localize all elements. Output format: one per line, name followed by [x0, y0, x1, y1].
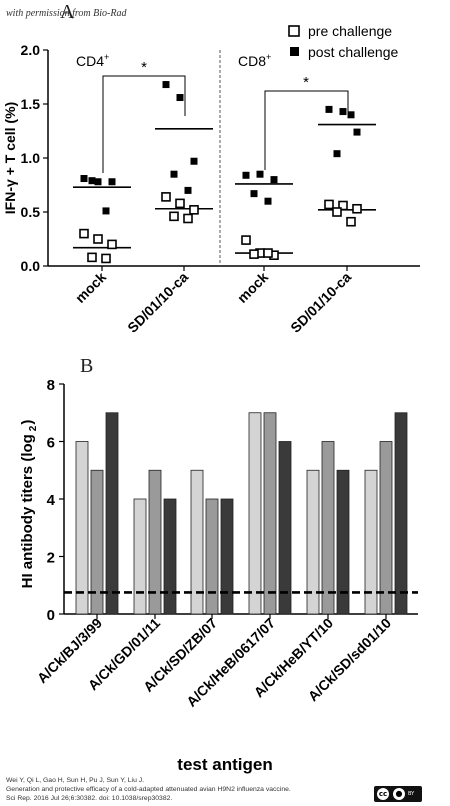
data-point-post-challenge [325, 105, 333, 113]
significance-star-cd4: * [141, 59, 147, 76]
significance-bracket-cd8 [264, 90, 349, 170]
data-point-post-challenge [270, 176, 278, 184]
bar [336, 469, 350, 615]
bar [306, 469, 320, 615]
data-point-post-challenge [250, 190, 258, 198]
bar [75, 441, 89, 615]
panel-a-x-tick-label: mock [72, 269, 109, 306]
data-point-post-challenge [94, 178, 102, 186]
citation-title: Generation and protective efficacy of a … [6, 786, 291, 793]
data-point-post-challenge [339, 108, 347, 116]
panel-b-y-tick-label: 4 [47, 492, 56, 509]
data-point-pre-challenge [101, 253, 111, 264]
legend-open-square-marker [288, 25, 300, 37]
data-point-pre-challenge [241, 235, 251, 245]
panel-a-y-axis-label: IFN-γ + T cell (%) [2, 102, 18, 214]
citation-block: Wei Y, Qi L, Gao H, Sun H, Pu J, Sun Y, … [6, 776, 291, 803]
data-point-pre-challenge [169, 211, 179, 222]
bar [105, 412, 119, 615]
bar [364, 469, 378, 615]
data-point-pre-challenge [161, 192, 171, 202]
data-point-post-challenge [264, 197, 272, 205]
panel-a-letter: A [60, 1, 75, 23]
legend-filled-square-marker [290, 47, 299, 56]
bar [133, 498, 147, 615]
panel-a-x-tick-label: SD/01/10-ca [124, 269, 191, 336]
bar [263, 412, 277, 615]
data-point-pre-challenge [87, 252, 97, 263]
data-point-post-challenge [88, 177, 96, 185]
data-point-post-challenge [176, 94, 184, 102]
panel-a-y-tick-label: 1.0 [21, 150, 41, 166]
significance-bracket-cd4 [102, 75, 186, 173]
panel-b-y-tick-label: 8 [47, 377, 55, 394]
bar [278, 441, 292, 615]
cc-icon: cc [377, 788, 389, 800]
panel-b-y-tick-label: 2 [47, 550, 55, 567]
data-point-pre-challenge [346, 216, 356, 227]
data-point-post-challenge [184, 186, 192, 194]
data-point-post-challenge [170, 170, 178, 178]
data-point-pre-challenge [324, 199, 334, 210]
panel-a-x-tick-label: SD/01/10-ca [287, 269, 354, 336]
bar [248, 412, 262, 615]
data-point-post-challenge [190, 157, 198, 165]
data-point-post-challenge [347, 111, 355, 119]
bar [379, 441, 393, 615]
data-point-pre-challenge [107, 239, 117, 250]
citation-journal: Sci Rep. 2016 Jul 26;6:30382. doi: 10.10… [6, 795, 173, 802]
legend-label-pre-challenge: pre challenge [308, 23, 392, 39]
panel-a-chart: 0.00.51.01.52.0 IFN-γ + T cell (%) CD4+ … [2, 23, 420, 336]
group-label-cd8: CD8+ [238, 52, 271, 69]
panel-a-y-tick-label: 0.5 [21, 204, 41, 220]
data-point-pre-challenge [263, 248, 273, 258]
data-point-pre-challenge [79, 228, 89, 239]
group-label-cd4: CD4+ [76, 52, 109, 69]
data-point-pre-challenge [93, 234, 103, 244]
panel-b-y-axis-label: HI antibody titers (log2) [19, 420, 39, 589]
significance-star-cd8: * [303, 74, 309, 91]
data-point-post-challenge [102, 207, 110, 215]
attribution-icon: ● [393, 788, 405, 800]
data-point-post-challenge [80, 175, 88, 183]
panel-b-y-tick-label: 6 [47, 435, 55, 452]
citation-authors: Wei Y, Qi L, Gao H, Sun H, Pu J, Sun Y, … [6, 777, 145, 784]
creative-commons-badge: cc ● BY [374, 786, 422, 802]
bar [163, 498, 177, 615]
data-point-pre-challenge [352, 203, 362, 214]
data-point-post-challenge [353, 128, 361, 136]
watermark-text: with permission from Bio-Rad [6, 8, 127, 19]
cc-by-text: BY [408, 791, 415, 797]
data-point-post-challenge [162, 81, 170, 89]
bar [205, 498, 219, 615]
data-point-post-challenge [333, 150, 341, 158]
data-point-pre-challenge [249, 249, 259, 259]
data-point-pre-challenge [332, 207, 342, 217]
bar [190, 469, 204, 615]
data-point-post-challenge [108, 178, 116, 186]
panel-b-y-tick-label: 0 [47, 607, 55, 624]
bar [321, 441, 335, 615]
panel-b-letter: B [80, 355, 93, 377]
panel-b-x-axis-label: test antigen [177, 755, 272, 774]
panel-a-x-tick-label: mock [234, 269, 271, 306]
data-point-post-challenge [242, 171, 250, 179]
data-point-pre-challenge [338, 200, 348, 211]
data-point-pre-challenge [175, 198, 185, 209]
legend-label-post-challenge: post challenge [308, 44, 399, 60]
bar [394, 412, 408, 615]
panel-a-y-tick-label: 0.0 [21, 258, 41, 274]
data-point-post-challenge [256, 170, 264, 178]
data-point-pre-challenge [183, 213, 193, 224]
panel-a-y-tick-label: 1.5 [21, 96, 41, 112]
panel-a-y-tick-label: 2.0 [21, 42, 41, 58]
bar [220, 498, 234, 615]
data-point-pre-challenge [189, 205, 199, 215]
